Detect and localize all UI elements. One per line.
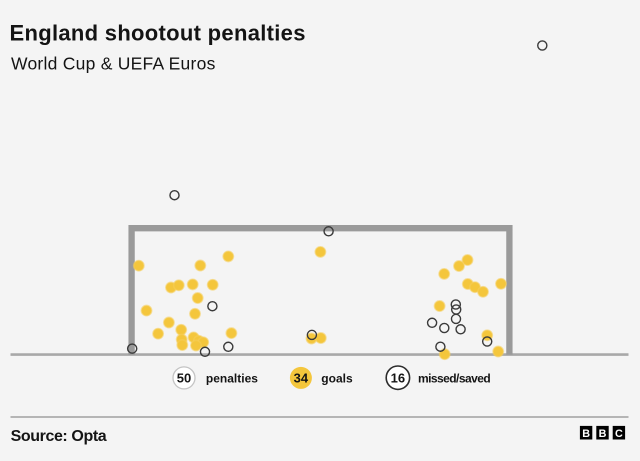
- svg-text:B: B: [582, 428, 590, 440]
- svg-text:missed/saved: missed/saved: [418, 372, 490, 386]
- svg-text:goals: goals: [321, 372, 353, 386]
- svg-text:50: 50: [177, 371, 191, 386]
- svg-text:penalties: penalties: [206, 372, 258, 386]
- svg-text:C: C: [615, 428, 623, 440]
- svg-text:34: 34: [294, 371, 309, 386]
- svg-text:World Cup & UEFA Euros: World Cup & UEFA Euros: [11, 54, 216, 74]
- svg-text:16: 16: [391, 371, 405, 386]
- svg-text:England shootout penalties: England shootout penalties: [10, 21, 306, 46]
- svg-text:Source: Opta: Source: Opta: [11, 428, 107, 445]
- svg-text:B: B: [599, 428, 607, 440]
